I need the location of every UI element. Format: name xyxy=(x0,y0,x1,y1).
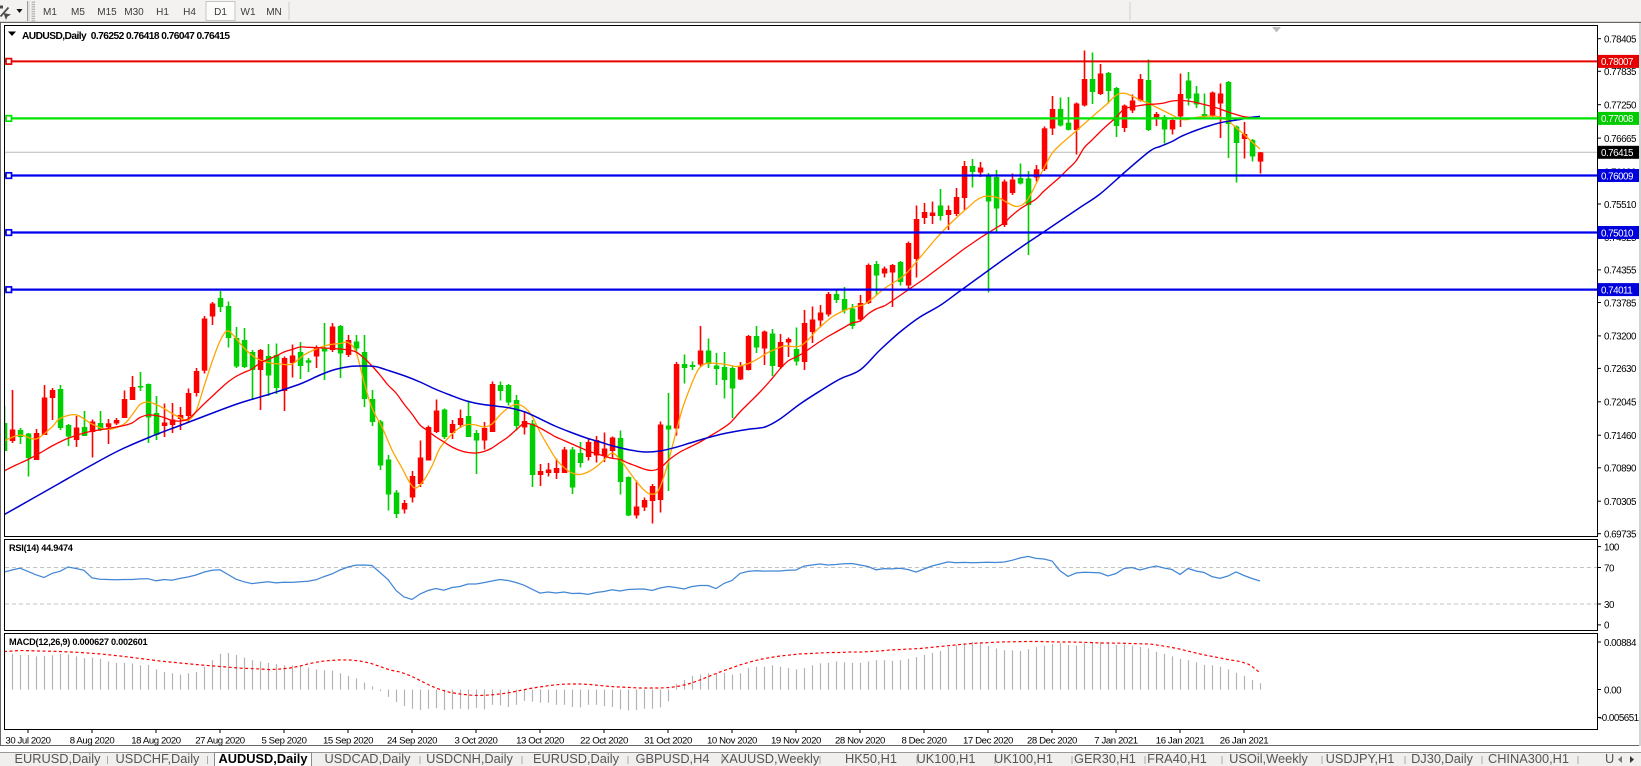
svg-text:0.76009: 0.76009 xyxy=(1601,171,1633,182)
svg-text:0.71460: 0.71460 xyxy=(1604,431,1637,442)
svg-text:AUDUSD,Daily: AUDUSD,Daily xyxy=(219,751,309,766)
svg-text:U: U xyxy=(1605,751,1614,766)
svg-text:D1: D1 xyxy=(214,7,227,18)
svg-text:M30: M30 xyxy=(124,7,144,18)
svg-text:FRA40,H1: FRA40,H1 xyxy=(1147,751,1207,766)
svg-text:0.74355: 0.74355 xyxy=(1604,266,1637,277)
svg-text:M1: M1 xyxy=(43,7,57,18)
svg-text:13 Oct 2020: 13 Oct 2020 xyxy=(516,736,564,747)
svg-text:0.76665: 0.76665 xyxy=(1604,134,1637,145)
svg-text:0.77250: 0.77250 xyxy=(1604,101,1637,112)
svg-text:AUDUSD,Daily 0.76252 0.76418: AUDUSD,Daily 0.76252 0.76418 0.76047 0.7… xyxy=(22,31,230,42)
svg-text:17 Dec 2020: 17 Dec 2020 xyxy=(963,736,1013,747)
svg-text:0.70890: 0.70890 xyxy=(1604,464,1637,475)
svg-text:EURUSD,Daily: EURUSD,Daily xyxy=(14,751,101,766)
svg-text:31 Oct 2020: 31 Oct 2020 xyxy=(644,736,692,747)
svg-text:0.72630: 0.72630 xyxy=(1604,364,1637,375)
svg-text:28 Dec 2020: 28 Dec 2020 xyxy=(1027,736,1077,747)
svg-text:30 Jul 2020: 30 Jul 2020 xyxy=(5,736,50,747)
svg-text:0.69735: 0.69735 xyxy=(1604,530,1637,541)
svg-text:0.78405: 0.78405 xyxy=(1604,35,1637,46)
svg-text:15 Sep 2020: 15 Sep 2020 xyxy=(323,736,373,747)
svg-text:22 Oct 2020: 22 Oct 2020 xyxy=(580,736,628,747)
svg-text:0.75010: 0.75010 xyxy=(1601,228,1634,239)
svg-text:10 Nov 2020: 10 Nov 2020 xyxy=(707,736,757,747)
svg-text:RSI(14) 44.9474: RSI(14) 44.9474 xyxy=(9,543,74,553)
svg-text:0.70305: 0.70305 xyxy=(1604,497,1637,508)
svg-text:0.76415: 0.76415 xyxy=(1601,148,1634,159)
svg-text:27 Aug 2020: 27 Aug 2020 xyxy=(195,736,245,747)
svg-text:0.74011: 0.74011 xyxy=(1601,285,1632,296)
svg-text:19 Nov 2020: 19 Nov 2020 xyxy=(771,736,821,747)
svg-text:USDJPY,H1: USDJPY,H1 xyxy=(1326,751,1395,766)
svg-text:24 Sep 2020: 24 Sep 2020 xyxy=(387,736,437,747)
svg-text:XAUUSD,Weekly: XAUUSD,Weekly xyxy=(721,751,820,766)
svg-text:0: 0 xyxy=(1604,621,1610,632)
svg-text:CHINA300,H1: CHINA300,H1 xyxy=(1488,751,1569,766)
svg-text:HK50,H1: HK50,H1 xyxy=(845,751,897,766)
svg-text:H1: H1 xyxy=(156,7,169,18)
svg-text:0.77835: 0.77835 xyxy=(1604,67,1637,78)
svg-text:7 Jan 2021: 7 Jan 2021 xyxy=(1094,736,1138,747)
svg-text:0.00884: 0.00884 xyxy=(1604,638,1637,649)
svg-text:0.72045: 0.72045 xyxy=(1604,398,1637,409)
svg-text:18 Aug 2020: 18 Aug 2020 xyxy=(131,736,181,747)
svg-text:0.77008: 0.77008 xyxy=(1601,114,1634,125)
svg-text:M5: M5 xyxy=(71,7,85,18)
svg-text:GBPUSD,H4: GBPUSD,H4 xyxy=(636,751,710,766)
svg-text:-0.005651: -0.005651 xyxy=(1599,713,1639,724)
svg-text:0.78007: 0.78007 xyxy=(1601,57,1633,68)
svg-text:0.75510: 0.75510 xyxy=(1604,200,1637,211)
svg-text:0.73200: 0.73200 xyxy=(1604,332,1637,343)
svg-text:5 Sep 2020: 5 Sep 2020 xyxy=(261,736,306,747)
svg-text:MN: MN xyxy=(266,7,282,18)
svg-text:100: 100 xyxy=(1604,542,1620,553)
svg-text:0.00: 0.00 xyxy=(1604,685,1622,696)
svg-text:EURUSD,Daily: EURUSD,Daily xyxy=(533,751,620,766)
svg-text:MACD(12,26,9) 0.000627 0.00260: MACD(12,26,9) 0.000627 0.002601 xyxy=(9,637,147,647)
svg-text:UK100,H1: UK100,H1 xyxy=(994,751,1053,766)
svg-text:GER30,H1: GER30,H1 xyxy=(1074,751,1136,766)
svg-text:3 Oct 2020: 3 Oct 2020 xyxy=(455,736,498,747)
svg-text:W1: W1 xyxy=(241,7,256,18)
svg-text:28 Nov 2020: 28 Nov 2020 xyxy=(835,736,885,747)
svg-text:16 Jan 2021: 16 Jan 2021 xyxy=(1156,736,1204,747)
svg-text:H4: H4 xyxy=(183,7,196,18)
svg-text:26 Jan 2021: 26 Jan 2021 xyxy=(1220,736,1268,747)
svg-text:0.73785: 0.73785 xyxy=(1604,298,1637,309)
svg-text:DJ30,Daily: DJ30,Daily xyxy=(1411,751,1473,766)
svg-text:UK100,H1: UK100,H1 xyxy=(916,751,975,766)
svg-text:USDCAD,Daily: USDCAD,Daily xyxy=(324,751,411,766)
svg-text:USDCHF,Daily: USDCHF,Daily xyxy=(116,751,200,766)
svg-text:USOil,Weekly: USOil,Weekly xyxy=(1229,751,1308,766)
svg-text:USDCNH,Daily: USDCNH,Daily xyxy=(426,751,513,766)
svg-text:30: 30 xyxy=(1604,600,1615,611)
svg-text:8 Dec 2020: 8 Dec 2020 xyxy=(901,736,946,747)
svg-text:M15: M15 xyxy=(97,7,117,18)
svg-text:70: 70 xyxy=(1604,563,1615,574)
svg-text:8 Aug 2020: 8 Aug 2020 xyxy=(70,736,115,747)
